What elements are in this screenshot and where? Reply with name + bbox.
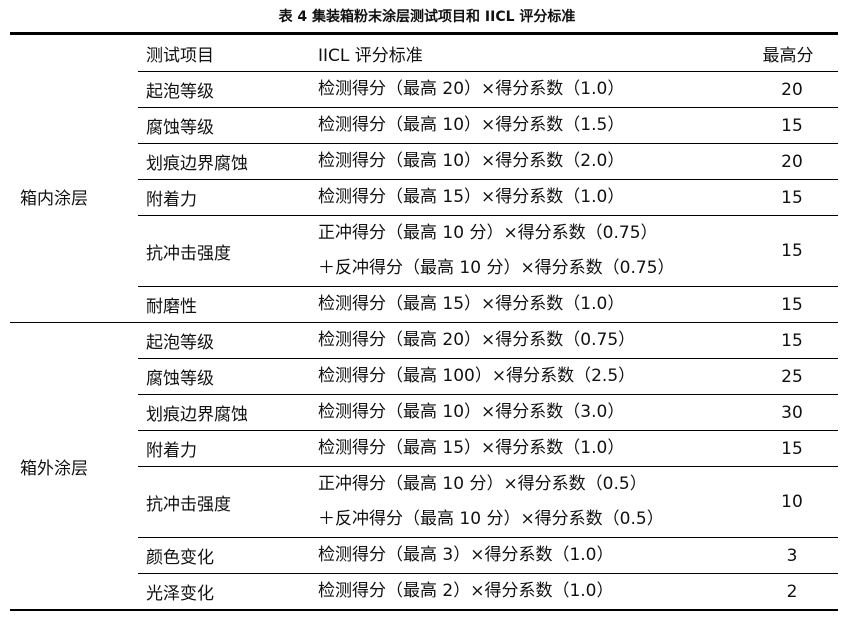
criteria-cell: 检测得分（最高 2）×得分系数（1.0） <box>318 574 738 611</box>
header-group <box>10 34 138 72</box>
item-cell: 耐磨性 <box>138 286 318 323</box>
score-cell: 10 <box>738 466 838 538</box>
criteria-line: 检测得分（最高 10）×得分系数（2.0） <box>318 151 625 171</box>
criteria-line: 检测得分（最高 20）×得分系数（0.75） <box>318 330 636 350</box>
score-cell: 15 <box>738 215 838 287</box>
item-cell: 起泡等级 <box>138 322 318 359</box>
criteria-line: 检测得分（最高 15）×得分系数（1.0） <box>318 438 625 458</box>
table-row: 光泽变化 检测得分（最高 2）×得分系数（1.0） 2 <box>10 574 838 611</box>
score-cell: 15 <box>738 179 838 216</box>
item-cell: 划痕边界腐蚀 <box>138 143 318 180</box>
item-cell: 颜色变化 <box>138 537 318 574</box>
header-criteria: IICL 评分标准 <box>318 33 738 72</box>
criteria-line: ＋反冲得分（最高 10 分）×得分系数（0.5） <box>318 509 664 529</box>
scoring-table: 测试项目 IICL 评分标准 最高分 箱内涂层 起泡等级 检测得分（最高 20）×得… <box>10 32 838 611</box>
criteria-line: 检测得分（最高 20）×得分系数（1.0） <box>318 79 625 99</box>
criteria-cell: 检测得分（最高 15）×得分系数（1.0） <box>318 179 738 216</box>
criteria-cell: 正冲得分（最高 10 分）×得分系数（0.5） ＋反冲得分（最高 10 分）×得分… <box>318 466 738 538</box>
item-cell: 腐蚀等级 <box>138 358 318 395</box>
header-row: 测试项目 IICL 评分标准 最高分 <box>10 33 838 72</box>
header-item: 测试项目 <box>138 33 318 72</box>
item-cell: 抗冲击强度 <box>138 466 318 538</box>
table-row: 附着力 检测得分（最高 15）×得分系数（1.0） 15 <box>10 430 838 467</box>
table-row: 耐磨性 检测得分（最高 15）×得分系数（1.0） 15 <box>10 286 838 323</box>
criteria-cell: 检测得分（最高 15）×得分系数（1.0） <box>318 286 738 323</box>
item-cell: 起泡等级 <box>138 71 318 108</box>
table-row: 划痕边界腐蚀 检测得分（最高 10）×得分系数（3.0） 30 <box>10 394 838 431</box>
criteria-cell: 检测得分（最高 100）×得分系数（2.5） <box>318 358 738 395</box>
criteria-cell: 检测得分（最高 20）×得分系数（0.75） <box>318 322 738 359</box>
score-cell: 30 <box>738 394 838 431</box>
table-row: 抗冲击强度 正冲得分（最高 10 分）×得分系数（0.5） ＋反冲得分（最高 10 … <box>10 466 838 538</box>
table-caption: 表 4 集装箱粉末涂层测试项目和 IICL 评分标准 <box>278 9 576 25</box>
score-cell: 15 <box>738 286 838 323</box>
item-cell: 光泽变化 <box>146 584 214 604</box>
criteria-cell: 检测得分（最高 3）×得分系数（1.0） <box>318 537 738 574</box>
score-cell: 20 <box>738 71 838 108</box>
criteria-cell: 检测得分（最高 20）×得分系数（1.0） <box>318 71 738 108</box>
criteria-line: ＋反冲得分（最高 10 分）×得分系数（0.75） <box>318 258 675 278</box>
group-label: 箱外涂层 <box>20 458 88 479</box>
criteria-cell: 检测得分（最高 10）×得分系数（2.0） <box>318 143 738 180</box>
criteria-line: 检测得分（最高 100）×得分系数（2.5） <box>318 366 636 386</box>
table-row: 箱内涂层 起泡等级 检测得分（最高 20）×得分系数（1.0） 20 <box>10 71 838 323</box>
score-cell: 20 <box>738 143 838 180</box>
score-cell: 25 <box>738 358 838 395</box>
criteria-cell: 检测得分（最高 10）×得分系数（3.0） <box>318 394 738 431</box>
criteria-line: 检测得分（最高 15）×得分系数（1.0） <box>318 294 625 314</box>
item-cell: 附着力 <box>138 430 318 467</box>
criteria-line: 正冲得分（最高 10 分）×得分系数（0.75） <box>318 223 658 243</box>
criteria-line: 检测得分（最高 2）×得分系数（1.0） <box>318 581 614 601</box>
group-label: 箱内涂层 <box>10 71 138 323</box>
criteria-line: 正冲得分（最高 10 分）×得分系数（0.5） <box>318 474 647 494</box>
table-row: 附着力 检测得分（最高 15）×得分系数（1.0） 15 <box>10 179 838 216</box>
criteria-line: 检测得分（最高 3）×得分系数（1.0） <box>318 545 614 565</box>
table-row: 颜色变化 检测得分（最高 3）×得分系数（1.0） 3 <box>10 537 838 574</box>
criteria-line: 检测得分（最高 10）×得分系数（3.0） <box>318 402 625 422</box>
criteria-cell: 检测得分（最高 10）×得分系数（1.5） <box>318 107 738 144</box>
item-cell: 附着力 <box>138 179 318 216</box>
table-row: 抗冲击强度 正冲得分（最高 10 分）×得分系数（0.75） ＋反冲得分（最高 10… <box>10 215 838 287</box>
criteria-line: 检测得分（最高 10）×得分系数（1.5） <box>318 115 625 135</box>
item-cell: 腐蚀等级 <box>138 107 318 144</box>
table-row: 腐蚀等级 检测得分（最高 10）×得分系数（1.5） 15 <box>10 107 838 144</box>
item-cell: 抗冲击强度 <box>138 215 318 287</box>
score-cell: 15 <box>738 430 838 467</box>
score-cell: 15 <box>738 107 838 144</box>
table-row: 腐蚀等级 检测得分（最高 100）×得分系数（2.5） 25 <box>10 358 838 395</box>
score-cell: 3 <box>738 537 838 574</box>
criteria-line: 检测得分（最高 15）×得分系数（1.0） <box>318 187 625 207</box>
criteria-cell: 检测得分（最高 15）×得分系数（1.0） <box>318 430 738 467</box>
score-cell: 15 <box>738 322 838 359</box>
item-cell: 划痕边界腐蚀 <box>138 394 318 431</box>
score-cell: 2 <box>786 581 798 602</box>
header-score: 最高分 <box>738 33 838 72</box>
table-row: 箱外涂层 起泡等级 检测得分（最高 20）×得分系数（0.75） 15 <box>10 322 838 479</box>
criteria-cell: 正冲得分（最高 10 分）×得分系数（0.75） ＋反冲得分（最高 10 分）×得… <box>318 215 738 287</box>
table-row: 划痕边界腐蚀 检测得分（最高 10）×得分系数（2.0） 20 <box>10 143 838 180</box>
